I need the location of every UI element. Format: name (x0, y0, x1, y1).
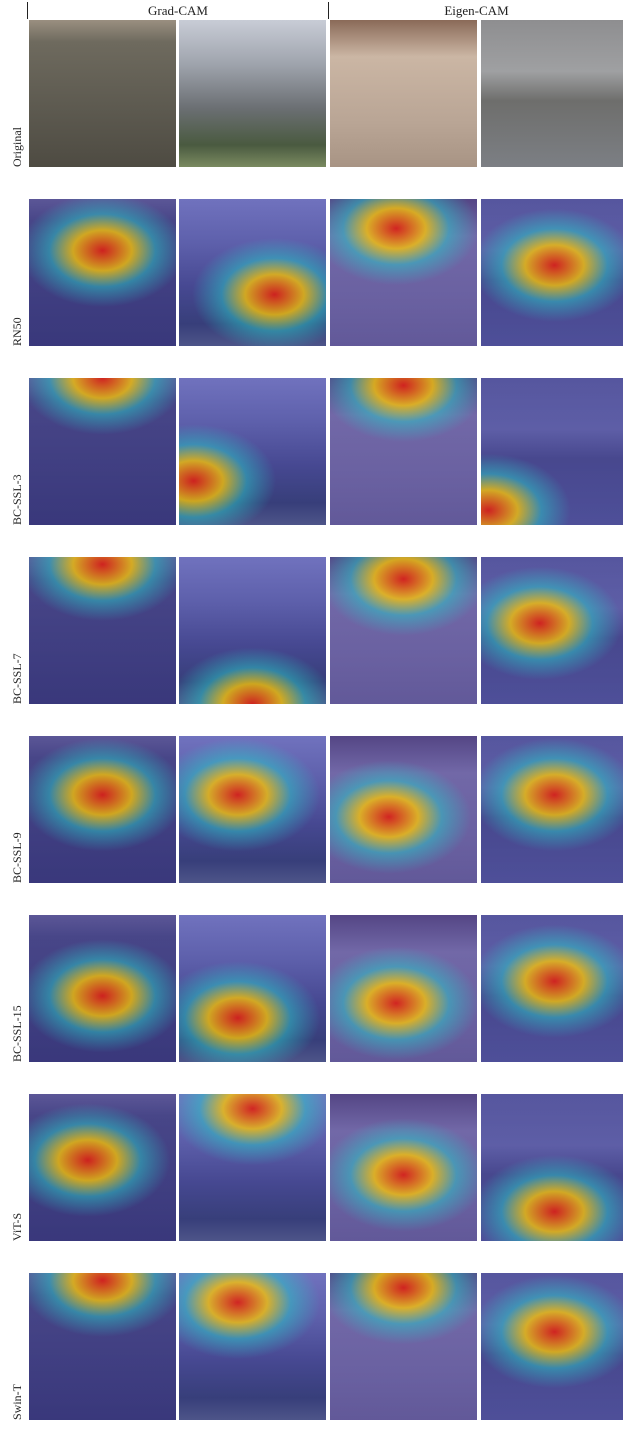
column-header: Eigen-CAM (330, 3, 623, 19)
image-cell (29, 20, 176, 167)
image-cell (29, 1273, 176, 1420)
row-label: Swin-T (10, 1384, 25, 1420)
image-cell (179, 915, 326, 1062)
column-separator (27, 2, 28, 19)
image-cell (29, 1094, 176, 1241)
image-cell (481, 915, 623, 1062)
image-cell (481, 199, 623, 346)
image-cell (29, 557, 176, 704)
row-label: Original (10, 127, 25, 167)
image-cell (29, 915, 176, 1062)
column-header: Grad-CAM (29, 3, 327, 19)
row-label: BC-SSL-9 (10, 832, 25, 883)
row-label: BC-SSL-3 (10, 474, 25, 525)
image-cell (481, 736, 623, 883)
image-cell (179, 378, 326, 525)
image-cell (179, 20, 326, 167)
image-cell (481, 1273, 623, 1420)
image-cell (29, 378, 176, 525)
image-cell (330, 20, 477, 167)
row-label: RN50 (10, 317, 25, 346)
image-cell (179, 1094, 326, 1241)
image-cell (481, 557, 623, 704)
image-cell (330, 378, 477, 525)
image-cell (330, 199, 477, 346)
image-cell (330, 736, 477, 883)
image-cell (29, 199, 176, 346)
image-cell (330, 557, 477, 704)
image-cell (179, 557, 326, 704)
image-cell (330, 1094, 477, 1241)
image-cell (179, 1273, 326, 1420)
image-cell (330, 1273, 477, 1420)
image-cell (481, 1094, 623, 1241)
image-cell (179, 199, 326, 346)
row-label: BC-SSL-7 (10, 653, 25, 704)
image-cell (29, 736, 176, 883)
image-cell (330, 915, 477, 1062)
image-cell (481, 20, 623, 167)
row-label: ViT-S (10, 1213, 25, 1241)
row-label: BC-SSL-15 (10, 1005, 25, 1062)
image-cell (481, 378, 623, 525)
figure: {"header": {"columns": ["Grad-CAM", "Eig… (0, 0, 623, 1437)
image-cell (179, 736, 326, 883)
column-separator (328, 2, 329, 19)
